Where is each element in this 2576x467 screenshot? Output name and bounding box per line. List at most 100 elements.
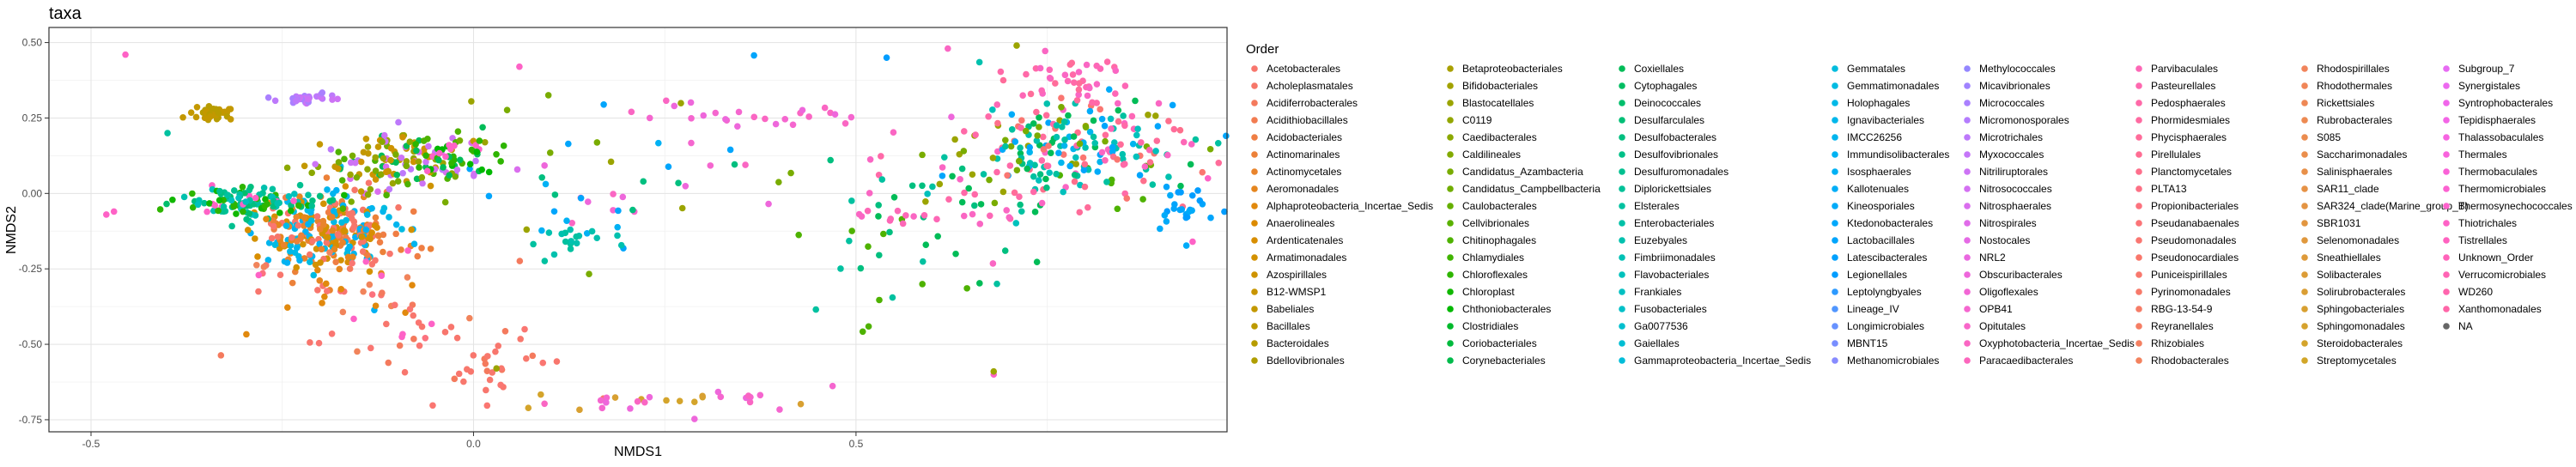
data-point-candidatus-azambacteria — [403, 162, 410, 170]
data-point-chitinophagales — [963, 285, 970, 292]
legend-swatch — [1964, 168, 1971, 175]
legend-swatch — [2443, 271, 2450, 278]
data-point-flavobacteriales — [924, 191, 931, 197]
data-point-imcc26256 — [346, 243, 353, 251]
legend-label: Methanomicrobiales — [1847, 355, 1939, 367]
data-point-microtrichales — [271, 97, 279, 105]
data-point-parvibaculales — [1046, 66, 1054, 74]
data-point-oxyphotobacteria-incertae-sedis — [1112, 67, 1120, 75]
legend-label: Deinococcales — [1634, 97, 1701, 109]
legend-swatch — [2301, 254, 2308, 261]
data-point-pedosphaerales — [1070, 79, 1078, 86]
data-point-nitriliruptorales — [419, 179, 426, 187]
data-point-caedibacterales — [367, 185, 374, 193]
data-point-euzebyales — [1082, 144, 1089, 151]
data-point-obscuribacterales — [765, 200, 772, 208]
legend-swatch — [2443, 82, 2450, 89]
data-point-actinomycetales — [280, 241, 288, 249]
data-point-candidatus-azambacteria — [353, 173, 361, 181]
data-point-phycisphaerales — [1076, 80, 1083, 87]
data-point-opb41 — [781, 116, 789, 123]
legend-label: SAR11_clade — [2317, 183, 2379, 195]
legend-label: Lactobacillales — [1847, 234, 1915, 246]
data-point-oxyphotobacteria-incertae-sedis — [744, 392, 752, 399]
data-point-pedosphaerales — [1121, 161, 1128, 167]
data-point-oxyphotobacteria-incertae-sedis — [1084, 92, 1091, 100]
data-point-coxiellales — [1070, 133, 1078, 140]
data-point-parvibaculales — [1102, 156, 1109, 164]
legend-label: Caulobacterales — [1462, 200, 1537, 212]
data-point-imcc26256 — [1086, 128, 1094, 136]
data-point-elsterales — [305, 191, 312, 199]
data-point-candidatus-azambacteria — [503, 106, 511, 114]
data-point-acidobacteriales — [414, 252, 422, 260]
data-point-acidobacteriales — [410, 208, 417, 215]
legend-label: Acidithiobacillales — [1267, 114, 1348, 126]
data-point-azospirillales — [383, 168, 390, 176]
data-point-coxiellales — [952, 250, 959, 258]
data-point-oxyphotobacteria-incertae-sedis — [841, 119, 849, 127]
legend-swatch — [1251, 237, 1258, 244]
data-point-blastocatellales — [951, 136, 958, 143]
data-point-microtrichales — [395, 118, 402, 126]
legend-swatch — [2301, 306, 2308, 312]
data-point-chloroflexales — [189, 203, 197, 211]
data-point-nitrosphaerales — [374, 188, 381, 196]
data-point-aeromonadales — [316, 277, 324, 284]
data-point-obscuribacterales — [682, 183, 690, 190]
data-point-pseudomonadales — [1004, 172, 1011, 179]
legend-label: Actinomarinales — [1267, 149, 1340, 161]
data-point-legionellales — [1188, 191, 1196, 199]
data-point-armatimonadales — [300, 240, 307, 248]
legend-label: SAR324_clade(Marine_group_B) — [2317, 200, 2469, 212]
data-point-actinomarinales — [398, 246, 404, 253]
data-point-phycisphaerales — [1033, 108, 1040, 116]
data-point-pseudomonadales — [1018, 117, 1025, 124]
legend-label: Immundisolibacterales — [1847, 149, 1949, 161]
data-point-parvibaculales — [886, 217, 894, 224]
legend-swatch — [2136, 185, 2142, 192]
data-point-blastocatellales — [969, 171, 976, 179]
data-point-kineosporiales — [1012, 138, 1019, 145]
legend-label: Salinisphaerales — [2317, 166, 2392, 178]
data-point-euzebyales — [1120, 155, 1127, 162]
data-point-opb41 — [610, 207, 617, 214]
data-point-elsterales — [993, 280, 1000, 288]
data-point-alphaproteobacteria-incertae-sedis — [321, 293, 328, 300]
legend-swatch — [2136, 117, 2142, 124]
data-point-coxiellales — [413, 147, 420, 155]
data-point-elsterales — [1060, 118, 1068, 125]
data-point-acholeplasmatales — [367, 221, 374, 229]
data-point-flavobacteriales — [1012, 220, 1020, 227]
data-point-nitriliruptorales — [453, 166, 461, 173]
data-point-oxyphotobacteria-incertae-sedis — [957, 176, 963, 183]
data-point-nitriliruptorales — [305, 95, 312, 103]
data-point-oxyphotobacteria-incertae-sedis — [989, 260, 997, 267]
legend-label: Thermales — [2458, 149, 2507, 161]
legend-label: Azospirillales — [1267, 269, 1327, 281]
legend-label: Subgroup_7 — [2458, 63, 2515, 75]
legend-swatch — [1251, 185, 1258, 192]
data-point-oxyphotobacteria-incertae-sedis — [945, 45, 951, 52]
legend-label: Cytophagales — [1634, 80, 1697, 92]
legend-label: Thermobaculales — [2458, 166, 2537, 178]
data-point-acholeplasmatales — [306, 251, 313, 258]
legend-swatch — [1619, 203, 1625, 209]
legend-swatch — [1619, 340, 1625, 347]
data-point-blastocatellales — [415, 158, 422, 166]
legend-label: Tepidisphaerales — [2458, 114, 2536, 126]
data-point-obscuribacterales — [722, 116, 729, 123]
data-point-acidiferrobacterales — [483, 367, 491, 374]
data-point-babeliales — [192, 113, 200, 121]
data-point-blastocatellales — [481, 138, 489, 146]
data-point-opb41 — [646, 114, 653, 122]
data-point-acetobacterales — [307, 339, 313, 346]
data-point-puniceispirillales — [460, 378, 467, 385]
y-tick-label: 0.50 — [22, 37, 43, 49]
data-point-chloroflexales — [240, 208, 246, 215]
legend-label: Chloroflexales — [1462, 269, 1528, 281]
legend-label: Holophagales — [1847, 97, 1910, 109]
legend-swatch — [2136, 65, 2142, 72]
data-point-elsterales — [573, 233, 580, 240]
data-point-gemmatimonadales — [343, 216, 349, 224]
